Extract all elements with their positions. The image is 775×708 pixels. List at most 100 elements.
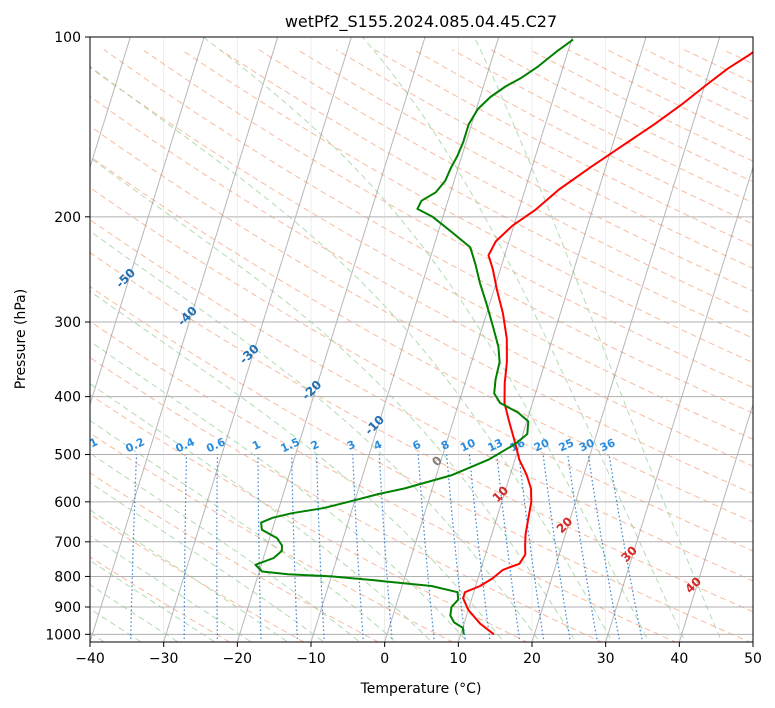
dry-adiabat-line [645,49,753,103]
x-tick-label: 40 [670,651,688,667]
mixing-ratio-label: 3 [345,438,357,453]
moist-adiabat-line [90,290,505,642]
isotherm-line [752,640,753,642]
x-tick-label: −10 [296,651,326,667]
chart-title: wetPf2_S155.2024.085.04.45.C27 [285,12,557,32]
y-tick-label: 300 [54,315,81,331]
y-axis-label: Pressure (hPa) [13,289,29,389]
isotherm-label: 40 [682,574,704,596]
isotherm-line [310,37,500,642]
isotherm-line [90,37,205,407]
moist-adiabat-line [90,340,469,642]
isotherm-label: 20 [554,514,576,536]
dry-adiabat-line [90,285,751,642]
dry-adiabat-line [181,49,753,364]
mixing-ratio-line [446,454,467,642]
moist-adiabat-line [90,559,216,642]
mixing-ratio-line [130,454,138,642]
dry-adiabat-line [297,49,753,292]
plot-frame [89,36,754,643]
moist-adiabat-line [90,419,397,642]
dry-adiabat-line [568,49,753,142]
dry-adiabat-line [90,356,603,642]
isotherm-label: -40 [175,304,200,329]
mixing-ratio-label: 36 [598,436,618,454]
mixing-ratio-line [417,454,436,642]
mixing-ratio-line [257,454,262,642]
moist-adiabat-line [90,230,541,642]
dry-adiabat-line [219,49,753,339]
mixing-ratio-line [291,454,299,642]
x-tick-label: 10 [449,651,467,667]
moist-adiabat-line [362,37,686,642]
isotherm-label: -10 [362,413,387,438]
isotherm-label: -30 [237,342,262,367]
mixing-ratio-line [567,454,599,642]
isotherm-line [384,37,573,642]
dry-adiabat-line [684,49,753,84]
isotherm-label: -70 [0,180,17,205]
mixing-ratio-label: 0.1 [77,435,100,455]
isotherm-label: -50 [113,266,138,291]
isotherm-line [236,37,426,642]
mixing-ratio-label: 25 [557,436,576,454]
dry-adiabat-line [90,432,454,642]
mixing-ratio-line [378,454,393,642]
dry-adiabat-line [90,513,305,642]
dry-adiabat-line [529,49,753,162]
isotherm-line [605,165,753,642]
temperature-profile-line [462,50,753,636]
y-tick-label: 900 [54,600,81,616]
mixing-ratio-line [608,454,644,642]
x-axis: −40 −30 −20 −10 0 10 20 30 40 50 [75,642,762,667]
mixing-ratio-label: 0.6 [204,435,227,455]
dry-adiabat-line [90,187,753,552]
isotherm-line [90,37,131,169]
x-tick-label: −20 [223,651,253,667]
isotherm-line [90,37,279,642]
plot-area: 0.10.20.40.611.52346810131620253036-100-… [0,36,754,643]
x-tick-label: 30 [597,651,615,667]
mixing-ratio-label: 16 [508,436,528,454]
isotherm-label: 30 [618,543,640,565]
mixing-ratio-label: 0.2 [124,435,147,455]
moist-adiabat-line [90,157,577,642]
mixing-ratio-label: 0.4 [174,435,197,455]
moist-adiabat-line [90,452,361,642]
mixing-ratio-line [587,454,621,642]
isotherm-label: -20 [299,378,324,403]
y-axis: 100 200 300 400 500 600 700 800 900 1000 [45,30,90,643]
mixing-ratio-label: 20 [532,436,552,454]
x-tick-label: −30 [149,651,179,667]
x-tick-label: 0 [380,651,389,667]
y-tick-label: 600 [54,495,81,511]
y-tick-label: 1000 [45,627,81,643]
y-tick-label: 800 [54,569,81,585]
dry-adiabat-line [90,155,753,523]
dry-adiabat-line [103,49,753,414]
dry-adiabat-line [90,252,753,613]
dry-adiabat-line [90,394,528,642]
moist-adiabat-line [90,509,289,642]
dry-adiabat-line [90,219,753,582]
mixing-ratio-label: 4 [372,438,385,453]
mixing-ratio-line [315,454,325,642]
isotherm-line [457,37,647,642]
dry-adiabat-line [90,556,231,642]
dry-adiabat-line [90,95,753,467]
y-tick-label: 200 [54,210,81,226]
dry-adiabat-line [90,472,380,642]
moist-adiabat-line [90,481,325,642]
dry-adiabat-line [90,320,677,642]
y-tick-label: 500 [54,448,81,464]
mixing-ratio-line [352,454,365,642]
dry-adiabat-line [374,49,753,247]
mixing-ratio-line [183,454,188,642]
x-tick-label: −40 [75,651,105,667]
profile-lines [254,38,753,636]
mixing-ratio-label: 8 [439,438,451,453]
x-axis-label: Temperature (°C) [360,681,482,697]
y-tick-label: 700 [54,535,81,551]
background-lines [90,37,753,642]
